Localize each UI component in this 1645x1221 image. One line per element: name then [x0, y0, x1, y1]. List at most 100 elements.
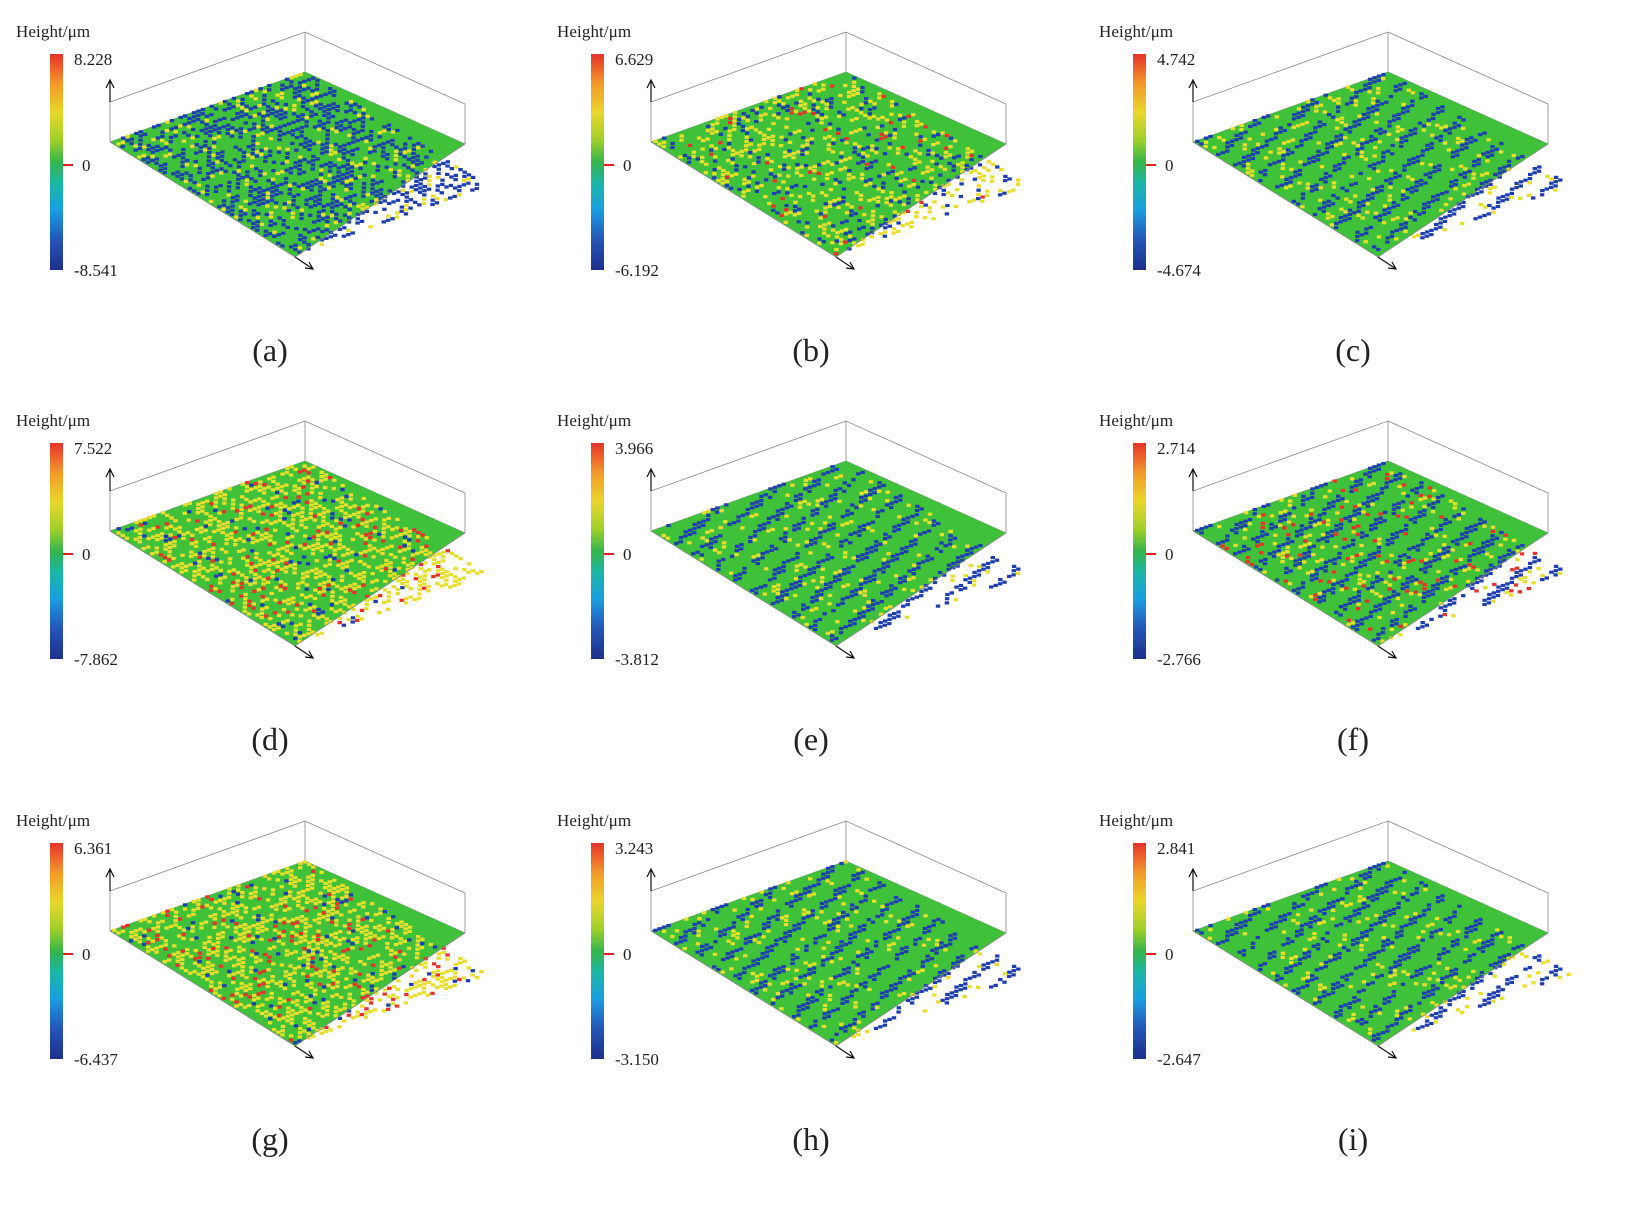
- surface-patch: [289, 543, 294, 547]
- surface-patch: [293, 247, 298, 252]
- surface-patch: [858, 206, 863, 210]
- surface-patch: [169, 127, 174, 131]
- surface-patch: [906, 114, 911, 118]
- surface-patch: [162, 555, 168, 560]
- surface-patch: [299, 212, 304, 216]
- surface-patch: [866, 608, 871, 613]
- surface-patch: [245, 555, 250, 559]
- surface-patch: [1453, 572, 1458, 576]
- surface-patch: [744, 135, 749, 139]
- surface-patch: [141, 942, 147, 946]
- surface-patch: [1284, 177, 1289, 181]
- surface-patch: [235, 583, 240, 587]
- surface-patch: [1450, 548, 1455, 552]
- surface-patch: [382, 588, 388, 592]
- surface-patch: [854, 506, 859, 510]
- surface-patch: [1411, 545, 1416, 550]
- surface-patch: [821, 87, 826, 91]
- surface-patch: [1317, 596, 1322, 600]
- surface-patch: [1429, 617, 1434, 621]
- surface-patch: [847, 247, 852, 251]
- surface-patch: [752, 149, 757, 153]
- surface-patch: [1300, 196, 1306, 200]
- surface-patch: [1378, 214, 1383, 218]
- surface-patch: [897, 196, 903, 200]
- surface-patch: [116, 531, 121, 535]
- surface-patch: [889, 100, 895, 104]
- surface-patch: [779, 594, 785, 598]
- surface-patch: [386, 525, 391, 529]
- surface-patch: [1482, 131, 1487, 135]
- surface-patch: [1325, 216, 1331, 220]
- surface-patch: [369, 199, 374, 203]
- surface-patch: [220, 935, 225, 939]
- surface-patch: [332, 163, 337, 167]
- surface-patch: [1460, 221, 1465, 226]
- surface-patch: [1229, 143, 1235, 147]
- surface-patch: [243, 592, 248, 597]
- surface-patch: [1311, 553, 1316, 557]
- surface-patch: [749, 125, 754, 129]
- surface-patch: [167, 541, 173, 545]
- surface-patch: [1328, 559, 1333, 563]
- surface-patch: [364, 520, 369, 524]
- surface-patch: [744, 139, 749, 144]
- surface-patch: [1370, 196, 1375, 200]
- surface-patch: [342, 147, 347, 152]
- surface-patch: [985, 189, 990, 193]
- surface-patch: [319, 475, 324, 479]
- surface-patch: [813, 619, 818, 623]
- surface-patch: [355, 217, 360, 221]
- surface-patch: [706, 509, 711, 513]
- surface-patch: [331, 891, 336, 895]
- surface-patch: [783, 212, 789, 216]
- surface-patch: [456, 193, 462, 197]
- surface-patch: [204, 114, 210, 118]
- surface-patch: [1381, 155, 1386, 159]
- surface-patch: [1195, 528, 1200, 532]
- surface-patch: [1518, 573, 1523, 577]
- surface-patch: [1242, 536, 1247, 540]
- surface-patch: [403, 142, 408, 146]
- surface-patch: [204, 512, 209, 516]
- surface-patch: [1389, 234, 1395, 238]
- surface-patch: [296, 114, 301, 119]
- surface-patch: [1426, 205, 1431, 209]
- surface-patch: [1260, 521, 1266, 525]
- surface-patch: [742, 566, 747, 570]
- surface-patch: [736, 519, 741, 523]
- surface-patch: [1412, 520, 1418, 524]
- surface-patch: [301, 889, 306, 893]
- surface-patch: [737, 572, 743, 576]
- surface-patch: [407, 136, 413, 140]
- surface-patch: [350, 148, 355, 153]
- surface-patch: [235, 892, 241, 896]
- surface-patch: [821, 559, 826, 563]
- surface-patch: [1358, 565, 1363, 569]
- surface-patch: [220, 154, 225, 158]
- surface-patch: [828, 498, 833, 502]
- surface-patch: [1238, 525, 1244, 529]
- surface-patch: [370, 191, 375, 195]
- surface-patch: [345, 163, 350, 167]
- surface-patch: [1443, 128, 1448, 133]
- surface-patch: [1268, 150, 1273, 154]
- surface-patch: [1447, 127, 1453, 131]
- surface-patch: [340, 888, 345, 892]
- surface-patch: [1549, 177, 1554, 181]
- surface-patch: [1331, 115, 1336, 119]
- surface-patch: [776, 587, 781, 591]
- z-axis-arrow: [105, 78, 115, 102]
- surface-patch: [436, 560, 441, 564]
- surface-patch: [155, 938, 160, 942]
- surface-patch: [1329, 223, 1335, 227]
- surface-patch: [791, 151, 796, 156]
- surface-patch: [184, 171, 189, 175]
- surface-patch: [1239, 128, 1244, 132]
- surface-patch: [168, 135, 174, 139]
- surface-patch: [1486, 597, 1492, 601]
- surface-patch: [939, 533, 945, 537]
- surface-patch: [804, 225, 810, 229]
- surface-patch: [1482, 524, 1487, 528]
- surface-patch: [361, 583, 366, 587]
